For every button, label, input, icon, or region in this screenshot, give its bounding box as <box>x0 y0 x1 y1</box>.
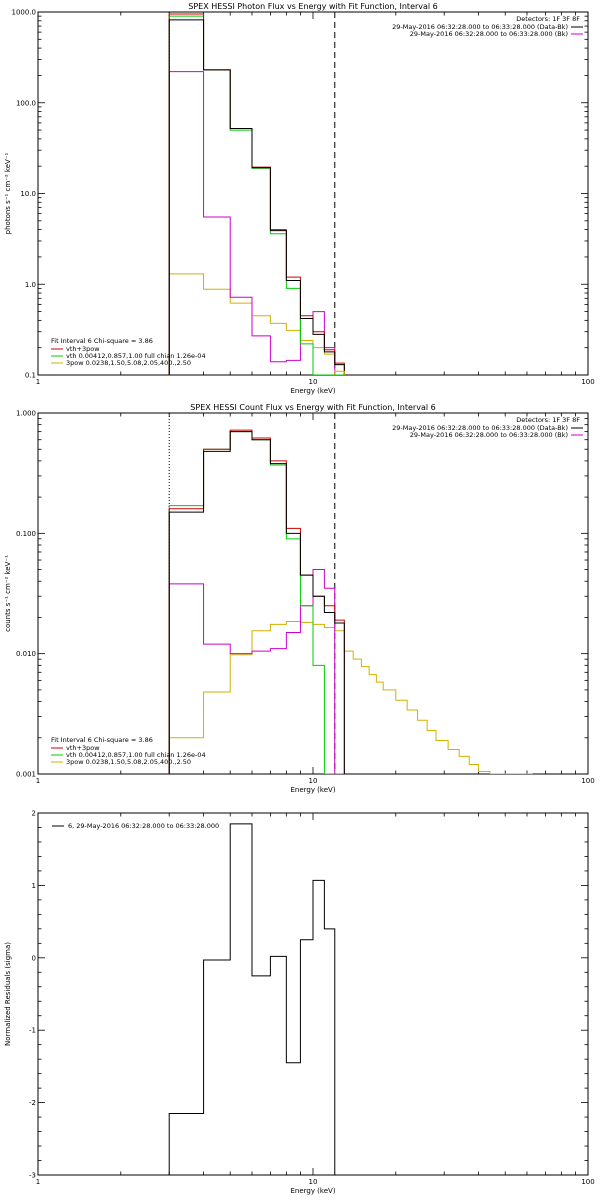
chart-title: SPEX HESSI Photon Flux vs Energy with Fi… <box>188 2 438 11</box>
legend-entry: 29-May-2016 06:32:28.000 to 06:33:28.000… <box>410 431 568 439</box>
chart-title: SPEX HESSI Count Flux vs Energy with Fit… <box>190 403 435 412</box>
series-group <box>168 823 336 1175</box>
series-total-line <box>168 431 345 774</box>
series-group <box>168 429 533 774</box>
series-total-line <box>168 823 336 1175</box>
y-tick-label: 0.1 <box>25 372 36 380</box>
x-axis-label: Energy (keV) <box>290 387 335 395</box>
x-tick-label: 1 <box>36 777 40 785</box>
legend-entry: vth 0.00412,0.857,1.00 full chian 1.26e-… <box>66 352 206 360</box>
y-tick-label: 10.0 <box>20 190 36 198</box>
y-tick-label: -3 <box>29 1172 36 1180</box>
x-axis-label: Energy (keV) <box>290 1187 335 1195</box>
series-fit-line <box>168 429 345 774</box>
plot-frame <box>37 812 589 1176</box>
legend-bottom-left: Fit Interval 6 Chi-square = 3.86vth+3pow… <box>51 736 206 766</box>
x-tick-label: 10 <box>309 378 318 386</box>
y-tick-label: 2 <box>32 810 36 818</box>
series-data-line <box>168 71 345 375</box>
y-tick-label: 0.010 <box>16 650 36 658</box>
legend-entry: 29-May-2016 06:32:28.000 to 06:33:28.000… <box>392 23 568 31</box>
x-axis-label: Energy (keV) <box>290 786 335 794</box>
series-data-line <box>168 569 345 774</box>
y-tick-label: 0.001 <box>16 771 36 779</box>
x-tick-label: 100 <box>581 1178 594 1186</box>
legend-detectors: Detectors: 1F 3F 8F <box>516 15 580 23</box>
x-tick-label: 1 <box>36 1178 40 1186</box>
legend-entry: 29-May-2016 06:32:28.000 to 06:33:28.000… <box>392 424 568 432</box>
y-tick-label: 0 <box>32 954 36 962</box>
legend-bottom-left: Fit Interval 6 Chi-square = 3.86vth+3pow… <box>51 337 206 367</box>
x-tick-label: 1 <box>36 378 40 386</box>
legend-header: Fit Interval 6 Chi-square = 3.86 <box>51 337 153 345</box>
y-axis-label: photons s⁻¹ cm⁻² keV⁻¹ <box>4 152 12 234</box>
y-tick-label: -2 <box>29 1099 36 1107</box>
legend-detectors: Detectors: 1F 3F 8F <box>516 416 580 424</box>
legend-entry: 3pow 0.0238,1.50,5.08,2.05,400.,2.50 <box>66 758 191 766</box>
series-vth-line <box>168 15 345 375</box>
series-power-line <box>168 621 533 774</box>
x-tick-label: 100 <box>581 378 594 386</box>
y-tick-label: 1 <box>32 882 36 890</box>
y-axis-label: counts s⁻¹ cm⁻² keV⁻¹ <box>4 555 12 632</box>
panel-3: 1 10 100 -3 -2 -1 0 1 2 Energy (keV) Normalized Re… <box>4 810 595 1196</box>
series-power-line <box>334 370 345 375</box>
legend-entry: vth+3pow <box>66 345 100 353</box>
legend-header: Fit Interval 6 Chi-square = 3.86 <box>51 736 153 744</box>
series-vth-line <box>168 431 345 774</box>
x-tick-label: 10 <box>309 777 318 785</box>
panel-2: 1 10 100 0.001 0.010 0.100 1.000 Energy (keV) co… <box>4 403 595 794</box>
legend-entry: 29-May-2016 06:32:28.000 to 06:33:28.000… <box>410 30 568 38</box>
series-fit-line <box>168 13 345 375</box>
x-tick-label: 100 <box>581 777 594 785</box>
x-tick-label: 10 <box>309 1178 318 1186</box>
y-axis-label: Normalized Residuals (sigma) <box>4 942 12 1046</box>
y-tick-label: 1.0 <box>25 281 36 289</box>
legend-entry: vth 0.00412,0.857,1.00 full chian 1.26e-… <box>66 751 206 759</box>
panel-1: 1 10 100 0.1 1.0 10.0 100.0 1000.0 Energy (keV) p… <box>4 2 595 395</box>
series-total-line <box>168 19 345 375</box>
series-group <box>168 13 345 375</box>
y-tick-label: 1000.0 <box>12 9 37 17</box>
legend-top-left: 6, 29-May-2016 06:32:28.000 to 06:33:28.… <box>52 822 219 830</box>
legend-entry: 3pow 0.0238,1.50,5.08,2.05,400.,2.50 <box>66 359 191 367</box>
y-tick-label: 0.100 <box>16 530 36 538</box>
legend-entry: 6, 29-May-2016 06:32:28.000 to 06:33:28.… <box>68 822 219 830</box>
series-power-line <box>168 273 345 375</box>
y-tick-label: 1.000 <box>16 410 36 418</box>
legend-entry: vth+3pow <box>66 744 100 752</box>
y-tick-label: -1 <box>29 1027 36 1035</box>
y-tick-label: 100.0 <box>16 99 36 107</box>
